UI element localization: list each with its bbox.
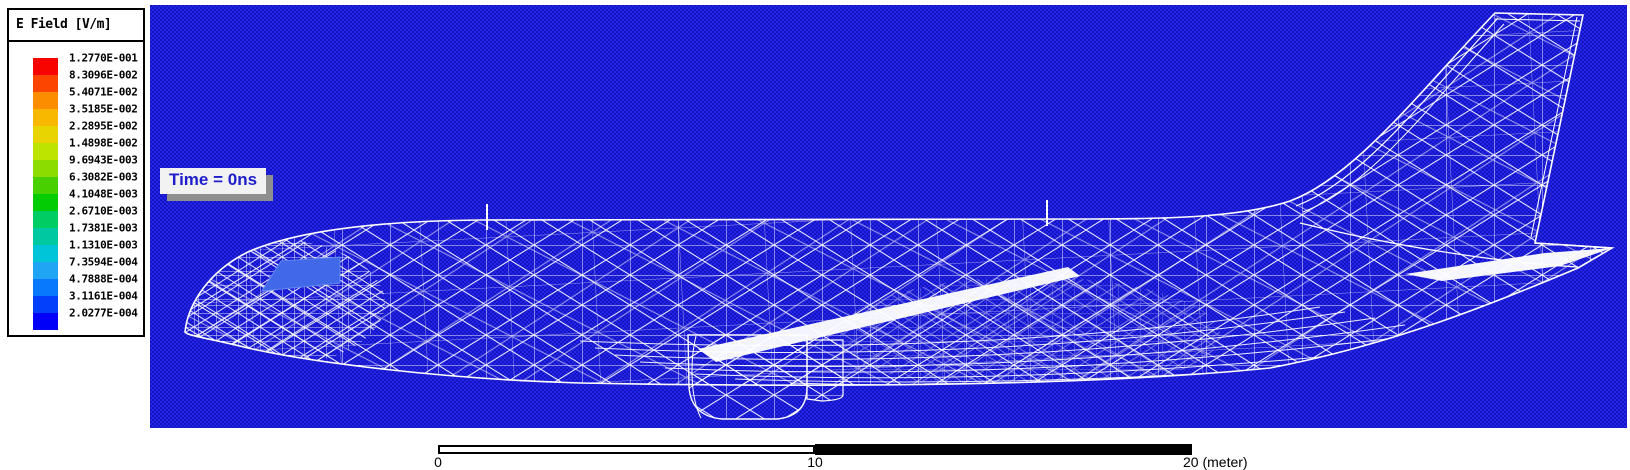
legend-value-label: 3.1161E-004 bbox=[69, 289, 138, 303]
legend-value-label: 4.1048E-003 bbox=[69, 187, 138, 201]
legend-entry: 1.4898E-002 bbox=[33, 137, 143, 160]
plot-viewport[interactable]: Time = 0ns bbox=[150, 5, 1627, 428]
legend-entry: 2.6710E-003 bbox=[33, 205, 143, 228]
legend-color-swatch bbox=[33, 245, 58, 262]
legend-value-label: 1.4898E-002 bbox=[69, 136, 138, 150]
legend-value-label: 5.4071E-002 bbox=[69, 85, 138, 99]
legend-color-swatch bbox=[33, 211, 58, 228]
legend-value-label: 8.3096E-002 bbox=[69, 68, 138, 82]
aperture-patch bbox=[261, 256, 341, 292]
legend-entry: 9.6943E-003 bbox=[33, 154, 143, 177]
legend-color-swatch bbox=[33, 177, 58, 194]
legend-color-swatch bbox=[33, 228, 58, 245]
legend-entry: 8.3096E-002 bbox=[33, 69, 143, 92]
legend-value-label: 2.2895E-002 bbox=[69, 119, 138, 133]
legend-color-swatch bbox=[33, 313, 58, 330]
legend-entries: 1.2770E-001 8.3096E-002 5.4071E-002 3.5185E… bbox=[33, 52, 143, 330]
legend-color-swatch bbox=[33, 75, 58, 92]
legend-color-swatch bbox=[33, 279, 58, 296]
legend-value-label: 3.5185E-002 bbox=[69, 102, 138, 116]
scale-tick-0: 0 bbox=[434, 454, 442, 470]
legend-value-label: 2.0277E-004 bbox=[69, 306, 138, 320]
legend-entry: 2.0277E-004 bbox=[33, 307, 143, 330]
legend-color-swatch bbox=[33, 109, 58, 126]
legend-value-label: 1.1310E-003 bbox=[69, 238, 138, 252]
legend-color-swatch bbox=[33, 194, 58, 211]
legend-color-swatch bbox=[33, 143, 58, 160]
legend-value-label: 1.7381E-003 bbox=[69, 221, 138, 235]
legend-title: E Field [V/m] bbox=[9, 10, 143, 42]
legend-entry: 5.4071E-002 bbox=[33, 86, 143, 109]
legend-entry: 3.5185E-002 bbox=[33, 103, 143, 126]
legend-value-label: 2.6710E-003 bbox=[69, 204, 138, 218]
legend-value-label: 1.2770E-001 bbox=[69, 51, 138, 65]
legend-value-label: 9.6943E-003 bbox=[69, 153, 138, 167]
legend-entry: 2.2895E-002 bbox=[33, 120, 143, 143]
scale-bar-white-segment bbox=[438, 445, 815, 454]
legend-color-swatch bbox=[33, 296, 58, 313]
aircraft-wireframe bbox=[184, 12, 1613, 420]
legend-color-swatch bbox=[33, 58, 58, 75]
field-legend: E Field [V/m] 1.2770E-001 8.3096E-002 5.40… bbox=[7, 8, 145, 337]
legend-value-label: 7.3594E-004 bbox=[69, 255, 138, 269]
engine-nacelle bbox=[687, 334, 844, 420]
legend-color-swatch bbox=[33, 160, 58, 177]
time-label: Time = 0ns bbox=[160, 168, 267, 194]
legend-entry: 4.1048E-003 bbox=[33, 188, 143, 211]
legend-entry: 4.7888E-004 bbox=[33, 273, 143, 296]
legend-entry: 1.7381E-003 bbox=[33, 222, 143, 245]
stabilizer bbox=[1405, 248, 1612, 281]
legend-color-swatch bbox=[33, 92, 58, 109]
legend-entry: 1.1310E-003 bbox=[33, 239, 143, 262]
legend-color-swatch bbox=[33, 126, 58, 143]
legend-value-label: 4.7888E-004 bbox=[69, 272, 138, 286]
legend-entry: 7.3594E-004 bbox=[33, 256, 143, 279]
legend-entry: 6.3082E-003 bbox=[33, 171, 143, 194]
legend-color-swatch bbox=[33, 262, 58, 279]
scale-tick-10: 10 bbox=[807, 454, 823, 470]
scale-bar-black-segment bbox=[815, 444, 1192, 455]
legend-value-label: 6.3082E-003 bbox=[69, 170, 138, 184]
legend-entry: 3.1161E-004 bbox=[33, 290, 143, 313]
legend-entry: 1.2770E-001 bbox=[33, 52, 143, 75]
scale-tick-20-meter: 20 (meter) bbox=[1183, 454, 1248, 470]
